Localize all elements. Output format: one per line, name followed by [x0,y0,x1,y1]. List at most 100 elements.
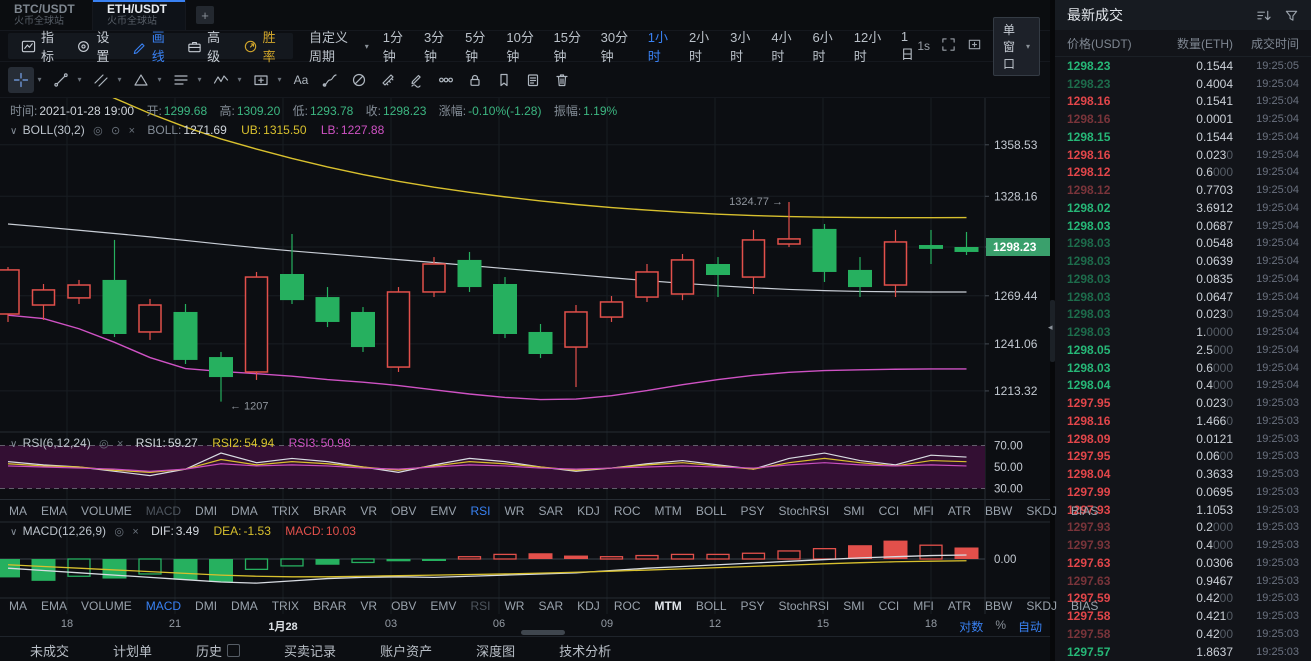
bottom-tab-历史[interactable]: 历史 [196,641,241,660]
trade-row[interactable]: 1298.23 0.1544 19:25:05 [1055,57,1311,75]
indicator-tab2-BRAR[interactable]: BRAR [313,599,347,613]
timeframe-10分钟[interactable]: 10分钟 [506,30,534,64]
lock-tool[interactable] [462,67,488,93]
trade-row[interactable]: 1297.63 0.0306 19:25:03 [1055,554,1311,572]
trade-row[interactable]: 1297.95 0.0230 19:25:03 [1055,394,1311,412]
chevron-down-icon[interactable]: ▾ [37,75,42,84]
settings-icon[interactable]: ◎ [99,438,109,450]
indicator-tab2-DMA[interactable]: DMA [231,599,258,613]
indicator-tab-SMI[interactable]: SMI [843,504,865,518]
close-icon[interactable]: × [128,125,136,137]
indicator-tab2-OBV[interactable]: OBV [391,599,417,613]
chevron-down-icon[interactable]: ▾ [197,75,202,84]
trade-row[interactable]: 1298.03 1.0000 19:25:04 [1055,323,1311,341]
chevron-down-icon[interactable]: ▾ [237,75,242,84]
seconds-toggle[interactable]: 1s [917,39,931,53]
pattern-tool[interactable] [433,67,459,93]
timeframe-30分钟[interactable]: 30分钟 [600,30,629,64]
trade-row[interactable]: 1298.16 0.1541 19:25:04 [1055,93,1311,111]
indicator-tab-BRAR[interactable]: BRAR [313,504,347,518]
indicator-tab-BOLL[interactable]: BOLL [695,504,727,518]
indicator-tab-EMV[interactable]: EMV [430,504,457,518]
bottom-tab-技术分析[interactable]: 技术分析 [559,641,611,660]
pair-tab-btc-usdt[interactable]: BTC/USDT 火币全球站 [0,0,93,30]
indicator-tab2-SKDJ[interactable]: SKDJ [1026,599,1058,613]
channel-tool[interactable] [88,67,114,93]
toolbar-button-胜率[interactable]: 胜率 [234,27,289,65]
chevron-down-icon[interactable]: ▾ [117,75,122,84]
bottom-tab-账户资产[interactable]: 账户资产 [380,641,432,660]
bottom-tab-买卖记录[interactable]: 买卖记录 [284,641,336,660]
horizontal-line-tool[interactable] [168,67,194,93]
indicator-tab2-PSY[interactable]: PSY [740,599,765,613]
trade-row[interactable]: 1298.03 0.0687 19:25:04 [1055,217,1311,235]
timeframe-4小时[interactable]: 4小时 [771,30,792,64]
chart-canvas[interactable]: 1324.77 → ← 1207 1358.53 1328.16 1298.23 1269… [0,98,1050,614]
freehand-tool[interactable] [404,67,430,93]
trade-row[interactable]: 1297.58 0.4210 19:25:03 [1055,607,1311,625]
settings-icon[interactable]: ⊙ [111,125,121,137]
indicator-tab2-DMI[interactable]: DMI [195,599,218,613]
trade-row[interactable]: 1298.03 0.0835 19:25:04 [1055,270,1311,288]
indicator-tab-SAR[interactable]: SAR [538,504,564,518]
indicator-tab2-BOLL[interactable]: BOLL [695,599,727,613]
trade-row[interactable]: 1298.02 3.6912 19:25:04 [1055,199,1311,217]
indicator-tab-CCI[interactable]: CCI [878,504,900,518]
toolbar-button-设置[interactable]: 设置 [67,27,122,65]
indicator-tab2-TRIX[interactable]: TRIX [271,599,300,613]
indicator-tab-BBW[interactable]: BBW [985,504,1013,518]
trade-row[interactable]: 1297.93 1.1053 19:25:03 [1055,501,1311,519]
trade-row[interactable]: 1298.04 0.4000 19:25:04 [1055,377,1311,395]
trade-row[interactable]: 1298.15 0.1544 19:25:04 [1055,128,1311,146]
close-icon[interactable]: × [132,526,139,538]
indicator-tab-MA[interactable]: MA [9,504,27,518]
indicator-tab2-StochRSI[interactable]: StochRSI [778,599,830,613]
horizontal-scrollbar[interactable] [521,630,565,635]
custom-period-dropdown[interactable]: 自定义周期 ▾ [309,27,369,65]
axis-control-对数[interactable]: 对数 [959,620,984,634]
indicator-tab2-KDJ[interactable]: KDJ [577,599,600,613]
trade-row[interactable]: 1297.93 0.4000 19:25:03 [1055,536,1311,554]
chevron-down-icon[interactable]: ▾ [157,75,162,84]
indicator-tab-MACD[interactable]: MACD [145,504,182,518]
indicator-tab-MFI[interactable]: MFI [913,504,934,518]
indicator-tab-ATR[interactable]: ATR [947,504,972,518]
indicator-tab2-MA[interactable]: MA [9,599,27,613]
trade-row[interactable]: 1298.23 0.4004 19:25:04 [1055,75,1311,93]
indicator-tab-EMA[interactable]: EMA [41,504,68,518]
hide-drawings-tool[interactable] [346,67,372,93]
trade-row[interactable]: 1297.95 0.0600 19:25:03 [1055,448,1311,466]
indicator-tab2-WR[interactable]: WR [504,599,525,613]
timeframe-3分钟[interactable]: 3分钟 [423,30,445,64]
indicator-tab-VR[interactable]: VR [360,504,378,518]
delete-tool[interactable] [549,67,575,93]
indicator-tab-DMA[interactable]: DMA [231,504,258,518]
axis-control-%[interactable]: % [995,618,1006,632]
indicator-tab-TRIX[interactable]: TRIX [271,504,300,518]
timeframe-6小时[interactable]: 6小时 [812,30,833,64]
candlestick-chart[interactable]: 1324.77 → ← 1207 1358.53 1328.16 1298.23 1269… [0,98,1098,614]
brush-tool[interactable] [317,67,343,93]
indicator-tab-WR[interactable]: WR [504,504,525,518]
indicator-tab2-RSI[interactable]: RSI [470,599,491,613]
trade-row[interactable]: 1298.16 0.0230 19:25:04 [1055,146,1311,164]
indicator-tab2-EMV[interactable]: EMV [430,599,457,613]
toolbar-button-指标[interactable]: 指标 [12,27,67,65]
trade-row[interactable]: 1297.59 0.4200 19:25:03 [1055,590,1311,608]
trade-row[interactable]: 1297.57 1.8637 19:25:03 [1055,643,1311,661]
settings-icon[interactable]: ◎ [114,526,124,538]
chevron-down-icon[interactable]: ▾ [77,75,82,84]
trade-row[interactable]: 1298.03 0.6000 19:25:04 [1055,359,1311,377]
trade-row[interactable]: 1297.93 0.2000 19:25:03 [1055,519,1311,537]
template-tool[interactable] [520,67,546,93]
trade-row[interactable]: 1298.16 1.4660 19:25:03 [1055,412,1311,430]
indicator-tab2-MFI[interactable]: MFI [913,599,934,613]
shapes-tool[interactable] [128,67,154,93]
indicator-tab-PSY[interactable]: PSY [740,504,765,518]
trade-row[interactable]: 1297.58 0.4200 19:25:03 [1055,625,1311,643]
timeframe-1分钟[interactable]: 1分钟 [382,30,403,64]
timeframe-3小时[interactable]: 3小时 [730,30,751,64]
trade-row[interactable]: 1298.03 0.0647 19:25:04 [1055,288,1311,306]
add-window-icon[interactable] [967,37,982,55]
timeframe-1小时[interactable]: 1小时 [647,30,668,64]
